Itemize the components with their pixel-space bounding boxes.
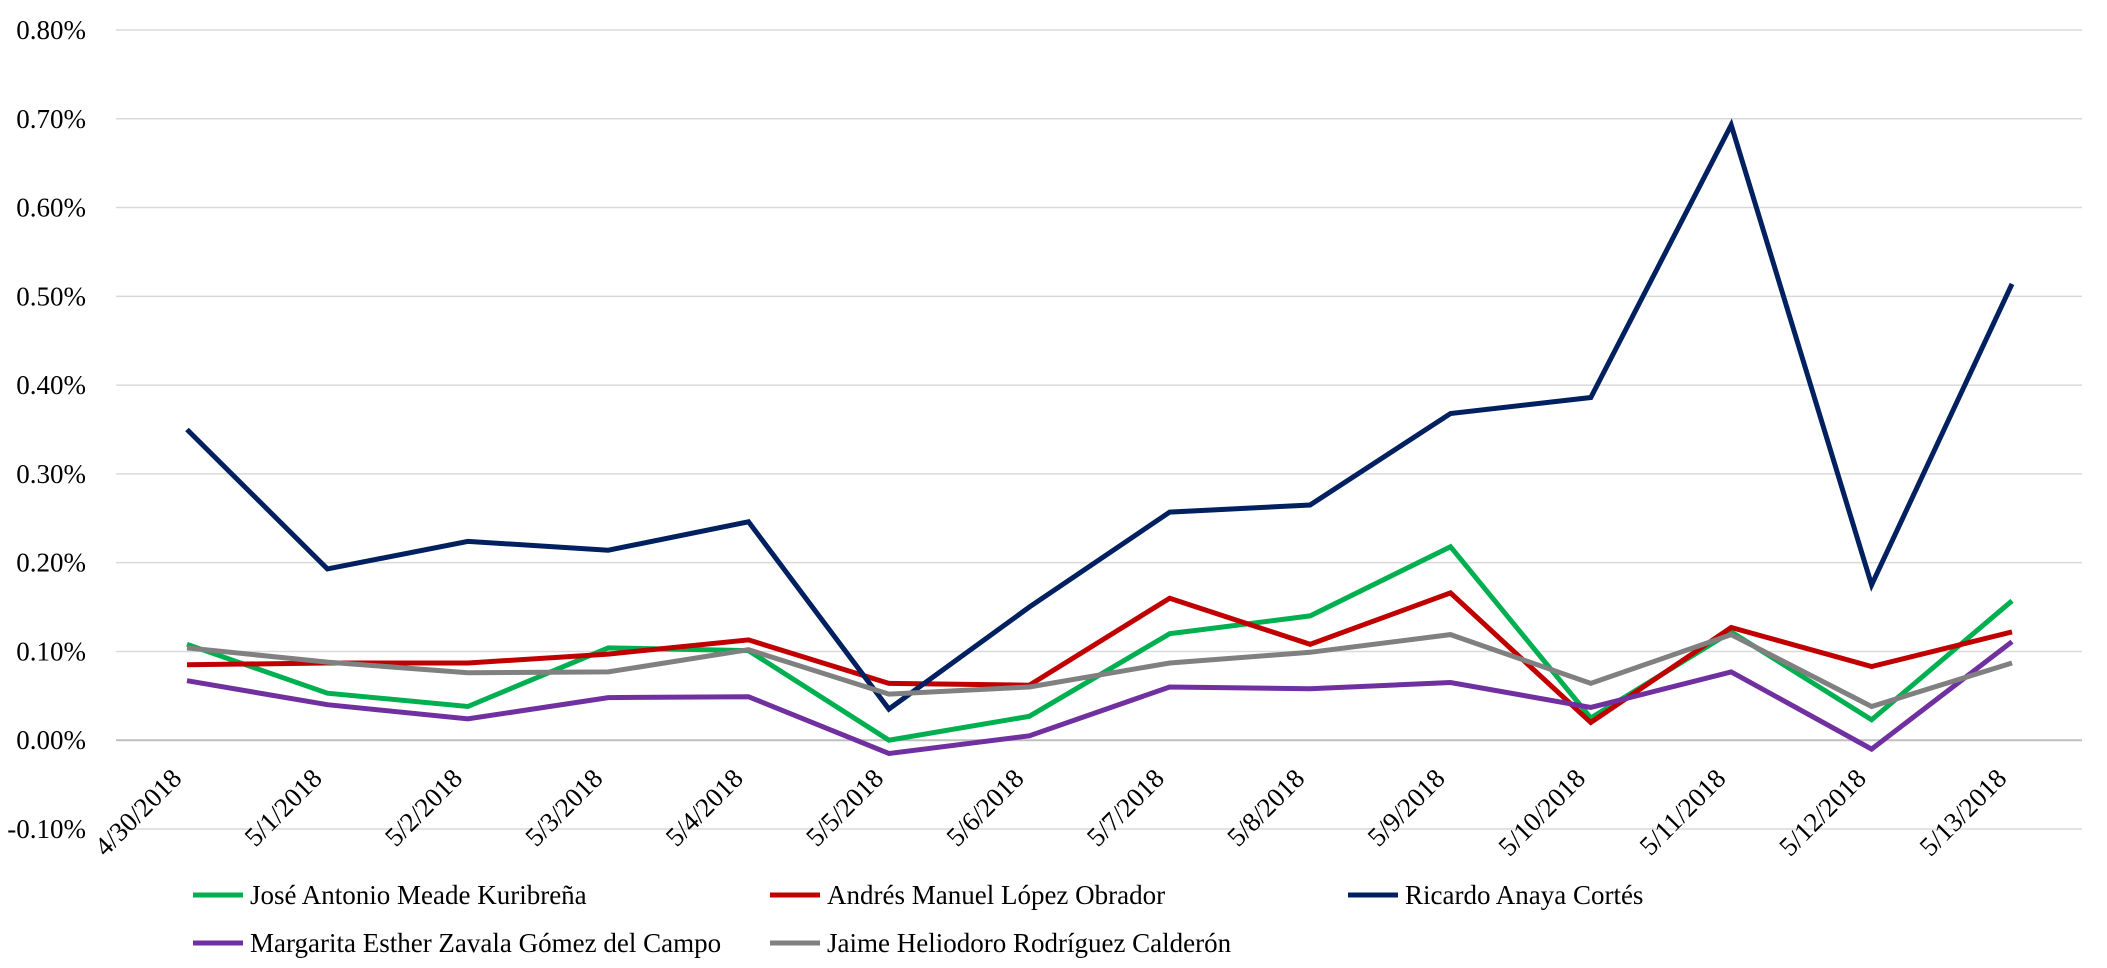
y-tick-label: 0.60%: [16, 193, 86, 223]
y-tick-label: 0.50%: [16, 281, 86, 311]
y-tick-label: 0.10%: [16, 636, 86, 666]
x-tick-label: 5/12/2018: [1773, 763, 1872, 862]
x-tick-label: 5/2/2018: [379, 763, 468, 852]
x-tick-label: 5/4/2018: [660, 763, 749, 852]
legend-label: Margarita Esther Zavala Gómez del Campo: [250, 928, 721, 958]
legend-label: José Antonio Meade Kuribreña: [250, 880, 587, 910]
y-tick-label: 0.00%: [16, 725, 86, 755]
y-tick-label: 0.70%: [16, 104, 86, 134]
x-tick-label: 5/5/2018: [800, 763, 889, 852]
x-tick-label: 5/10/2018: [1492, 763, 1591, 862]
gridlines: [116, 29, 2082, 830]
y-tick-label: -0.10%: [7, 814, 86, 844]
series-line-4: [186, 639, 2014, 757]
x-tick-label: 5/8/2018: [1221, 763, 1310, 852]
x-axis: 4/30/2018 5/1/2018 5/2/2018 5/3/2018 5/4/201…: [89, 763, 2013, 862]
x-tick-label: 5/1/2018: [239, 763, 328, 852]
x-tick-label: 5/9/2018: [1362, 763, 1451, 852]
legend: José Antonio Meade Kuribreña Andrés Manue…: [193, 880, 1643, 958]
series-lines: [185, 118, 2015, 757]
y-tick-label: 0.40%: [16, 370, 86, 400]
y-tick-label: 0.80%: [16, 15, 86, 45]
legend-label: Ricardo Anaya Cortés: [1405, 880, 1643, 910]
x-tick-label: 5/13/2018: [1914, 763, 2013, 862]
x-tick-label: 5/7/2018: [1081, 763, 1170, 852]
x-tick-label: 5/3/2018: [519, 763, 608, 852]
x-tick-label: 5/6/2018: [940, 763, 1029, 852]
series-line-3: [185, 118, 2015, 713]
y-tick-label: 0.30%: [16, 459, 86, 489]
x-tick-label: 5/11/2018: [1634, 763, 1732, 861]
y-tick-label: 0.20%: [16, 548, 86, 578]
series-line-5: [186, 631, 2013, 710]
x-tick-label: 4/30/2018: [89, 763, 188, 862]
legend-label: Jaime Heliodoro Rodríguez Calderón: [827, 928, 1232, 958]
y-axis: -0.10% 0.00% 0.10% 0.20% 0.30% 0.40% 0.50% 0.60…: [7, 15, 86, 844]
legend-label: Andrés Manuel López Obrador: [827, 880, 1165, 910]
series-line-2: [186, 590, 2013, 726]
